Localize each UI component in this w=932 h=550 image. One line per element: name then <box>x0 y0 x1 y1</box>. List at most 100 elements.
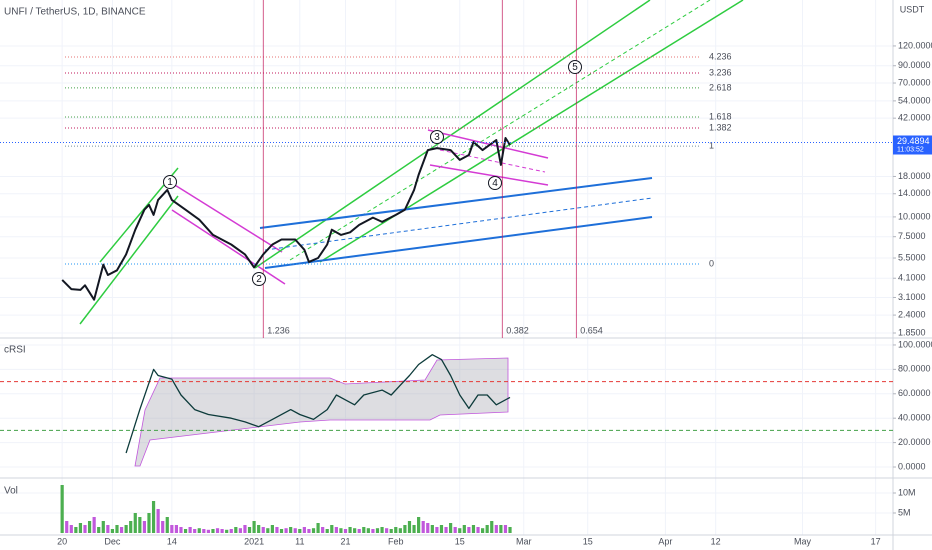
fib-time-label: 0.654 <box>580 325 603 335</box>
x-tick-label: Dec <box>104 536 121 546</box>
volume-bar <box>407 521 412 533</box>
volume-bar <box>494 525 498 533</box>
volume-bar <box>330 525 334 533</box>
fib-label: 1.618 <box>709 111 732 121</box>
y-tick-label: 3.1000 <box>898 292 926 302</box>
fib-label: 1 <box>709 140 714 150</box>
volume-bar <box>371 529 375 533</box>
volume-bar <box>165 517 169 533</box>
wave-label: 2 <box>256 274 262 285</box>
currency: USDT <box>900 4 925 14</box>
volume-bar <box>243 525 247 533</box>
volume-bar <box>444 527 448 533</box>
fib-time-label: 0.382 <box>506 325 529 335</box>
y-tick-label: 14.0000 <box>898 188 931 198</box>
wave-label: 1 <box>167 177 173 188</box>
fib-label: 4.236 <box>709 51 732 61</box>
last-price-tag <box>893 135 932 155</box>
price-line <box>61 137 511 301</box>
volume-bar <box>508 527 512 533</box>
channel-line <box>264 216 653 269</box>
volume-bar <box>435 527 439 533</box>
volume-bar <box>266 528 270 533</box>
wave-marker <box>568 60 582 74</box>
y-tick-label: 42.0000 <box>898 113 931 123</box>
y-tick-label: 90.0000 <box>898 60 931 70</box>
volume-bar <box>92 517 96 533</box>
drawings <box>79 0 744 325</box>
volume-bar <box>142 521 147 533</box>
y-tick-label: 54.0000 <box>898 95 931 105</box>
volume-bar <box>389 529 393 533</box>
fib-label: 0 <box>709 258 714 268</box>
fib-label: 3.236 <box>709 67 732 77</box>
volume-bar <box>138 517 142 533</box>
channel-line <box>259 177 653 229</box>
volume-bar <box>60 485 64 533</box>
volume-bar <box>366 528 370 533</box>
volume-bar <box>307 529 311 533</box>
fib-label: 2.618 <box>709 82 732 92</box>
x-tick-label: Mar <box>516 536 532 546</box>
wave-label: 4 <box>492 178 498 189</box>
volume-bar <box>362 527 366 533</box>
volume-bar <box>275 527 279 533</box>
volume-bar <box>161 521 165 533</box>
volume-bar <box>334 527 338 533</box>
volume-bar <box>151 501 156 533</box>
volume-bar <box>462 525 466 533</box>
x-tick-label: 12 <box>711 536 721 546</box>
wave-marker <box>163 175 177 189</box>
y-tick-label: 120.0000 <box>898 40 932 50</box>
volume-bar <box>238 528 242 533</box>
volume-bar <box>321 527 325 533</box>
x-tick-label: Apr <box>658 536 672 546</box>
volume-bar <box>485 525 489 533</box>
wave-marker <box>488 176 502 190</box>
y-tick-label: 1.8500 <box>898 327 926 337</box>
volume-bar <box>252 521 256 533</box>
volume-bar <box>87 521 92 533</box>
x-tick-label: May <box>794 536 812 546</box>
volume-bar <box>83 525 87 533</box>
volume-bar <box>302 527 306 533</box>
volume-bar <box>133 513 137 533</box>
y-tick-label: 10.0000 <box>898 211 931 221</box>
volume-bar <box>279 529 284 533</box>
countdown: 11:03:52 <box>897 146 924 153</box>
volume-bar <box>119 527 124 533</box>
volume-bar <box>426 523 430 533</box>
channel-line <box>264 197 653 251</box>
y-tick-label: 2.4000 <box>898 309 926 319</box>
volume-bar <box>220 529 224 533</box>
channel-line <box>439 149 546 173</box>
volume-bar <box>65 521 69 533</box>
volume-bar <box>247 527 252 533</box>
volume-bar <box>467 527 471 533</box>
volume-bar <box>261 527 265 533</box>
volume-bar <box>257 525 261 533</box>
volume-bar <box>449 523 453 533</box>
y-tick-label: 100.0000 <box>898 339 932 349</box>
y-tick-label: 0.0000 <box>898 461 926 471</box>
x-tick-label: 14 <box>167 536 177 546</box>
volume-bar <box>357 529 361 533</box>
pane-title: Vol <box>4 486 18 497</box>
y-tick-label: 70.0000 <box>898 77 931 87</box>
chart-title: UNFI / TetherUS, 1D, BINANCE <box>4 7 146 18</box>
y-tick-label: 5.5000 <box>898 252 926 262</box>
y-tick-label: 40.0000 <box>898 413 931 423</box>
y-tick-label: 10M <box>898 487 916 497</box>
volume-bar <box>316 523 320 533</box>
volume-bar <box>481 528 485 533</box>
volume-bar <box>403 525 407 533</box>
x-tick-label: 2021 <box>244 536 264 546</box>
grid <box>0 0 893 535</box>
y-tick-label: 5M <box>898 507 911 517</box>
volume-bar <box>421 521 425 533</box>
volume-bar <box>325 529 329 533</box>
volume-bar <box>298 529 302 533</box>
volume-bar <box>343 529 348 533</box>
volume-bar <box>339 528 343 533</box>
